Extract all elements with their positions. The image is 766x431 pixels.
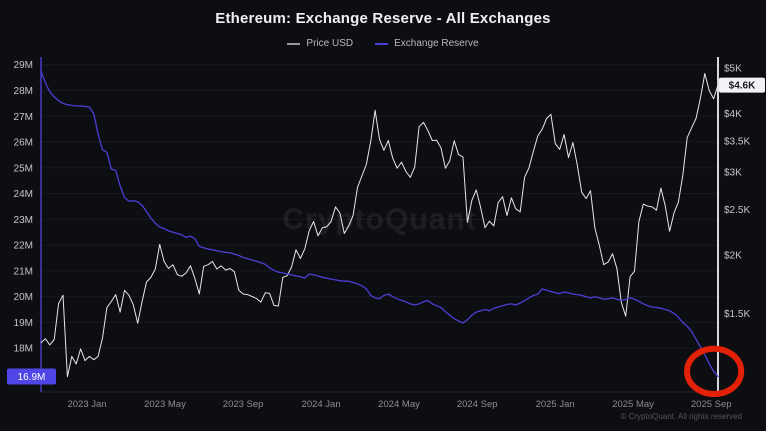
y-tick-label-left: 27M xyxy=(14,112,33,123)
price-usd-line-swatch-icon xyxy=(287,42,301,45)
y-tick-label-left: 26M xyxy=(14,138,33,149)
y-tick-label-left: 21M xyxy=(14,266,33,277)
y-tick-label-right: $3K xyxy=(724,168,742,179)
y-tick-label-right: $1.5K xyxy=(724,309,750,320)
legend-label-price-usd: Price USD xyxy=(306,38,354,49)
chart-legend: Price USD Exchange Reserve xyxy=(0,38,766,49)
x-tick-label: 2023 Jan xyxy=(67,399,106,410)
legend-item-exchange-reserve[interactable]: Exchange Reserve xyxy=(375,38,479,49)
y-tick-label-right: $3.5K xyxy=(724,136,750,147)
legend-label-exchange-reserve: Exchange Reserve xyxy=(394,38,479,49)
x-tick-label: 2024 Sep xyxy=(457,399,498,410)
y-tick-label-right: $5K xyxy=(724,64,742,75)
y-tick-label-left: 22M xyxy=(14,241,33,252)
y-tick-label-left: 28M xyxy=(14,86,33,97)
y-tick-label-left: 25M xyxy=(14,163,33,174)
legend-item-price-usd[interactable]: Price USD xyxy=(287,38,353,49)
x-tick-label: 2025 May xyxy=(612,399,654,410)
y-tick-label-right: $2.5K xyxy=(724,205,750,216)
y-tick-label-left: 18M xyxy=(14,344,33,355)
price-usd-line xyxy=(40,73,719,378)
y-tick-label-right: $2K xyxy=(724,250,742,261)
copyright-notice: © CryptoQuant. All rights reserved xyxy=(620,412,743,421)
chart-title: Ethereum: Exchange Reserve - All Exchang… xyxy=(215,10,551,27)
x-tick-label: 2023 Sep xyxy=(223,399,264,410)
current-reserve-badge-label: 16.9M xyxy=(18,372,46,383)
annotation-highlight-circle xyxy=(684,345,745,398)
x-tick-label: 2024 Jan xyxy=(302,399,341,410)
x-tick-label: 2023 May xyxy=(144,399,186,410)
y-tick-label-left: 20M xyxy=(14,292,33,303)
y-tick-label-left: 24M xyxy=(14,189,33,200)
exchange-reserve-line xyxy=(40,70,719,378)
current-price-badge-label: $4.6K xyxy=(729,81,756,92)
x-tick-label: 2025 Sep xyxy=(691,399,732,410)
x-tick-label: 2025 Jan xyxy=(536,399,575,410)
y-tick-label-left: 23M xyxy=(14,215,33,226)
x-tick-label: 2024 May xyxy=(378,399,420,410)
cryptoquant-watermark: CryptoQuant xyxy=(282,203,477,236)
y-tick-label-left: 29M xyxy=(14,60,33,71)
y-tick-label-left: 19M xyxy=(14,318,33,329)
current-reserve-badge xyxy=(7,368,56,385)
y-tick-label-right: $4K xyxy=(724,109,742,120)
exchange-reserve-line-swatch-icon xyxy=(375,42,389,45)
current-price-badge xyxy=(719,77,765,93)
